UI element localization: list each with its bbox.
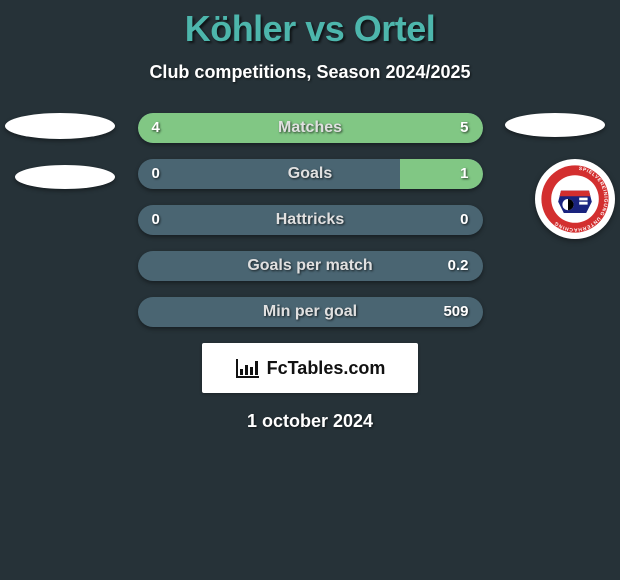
stat-label: Matches: [138, 113, 483, 143]
player-right-badge-1: [505, 113, 605, 137]
stats-area: SPIELVEREINIGUNG UNTERHACHING 4Matches5 0…: [0, 113, 620, 327]
stat-row: 0Goals1: [138, 159, 483, 189]
subtitle: Club competitions, Season 2024/2025: [0, 62, 620, 83]
stat-label: Goals: [138, 159, 483, 189]
player-left-badge-1: [5, 113, 115, 139]
brand-box: FcTables.com: [202, 343, 418, 393]
chart-icon: [235, 357, 261, 379]
stat-row: Goals per match0.2: [138, 251, 483, 281]
stat-label: Goals per match: [138, 251, 483, 281]
club-crest-icon: SPIELVEREINIGUNG UNTERHACHING: [540, 164, 610, 234]
stat-rows: 4Matches50Goals10Hattricks0Goals per mat…: [138, 113, 483, 327]
stat-label: Hattricks: [138, 205, 483, 235]
club-badge: SPIELVEREINIGUNG UNTERHACHING: [535, 159, 615, 239]
stat-row: Min per goal509: [138, 297, 483, 327]
stat-value-right: 0.2: [448, 251, 469, 281]
date-label: 1 october 2024: [0, 411, 620, 432]
stat-value-right: 1: [460, 159, 468, 189]
stat-value-right: 509: [443, 297, 468, 327]
stat-value-right: 0: [460, 205, 468, 235]
brand-text: FcTables.com: [267, 358, 386, 379]
stat-row: 0Hattricks0: [138, 205, 483, 235]
stat-row: 4Matches5: [138, 113, 483, 143]
player-left-badge-2: [15, 165, 115, 189]
stat-label: Min per goal: [138, 297, 483, 327]
page-title: Köhler vs Ortel: [0, 0, 620, 50]
stat-value-right: 5: [460, 113, 468, 143]
